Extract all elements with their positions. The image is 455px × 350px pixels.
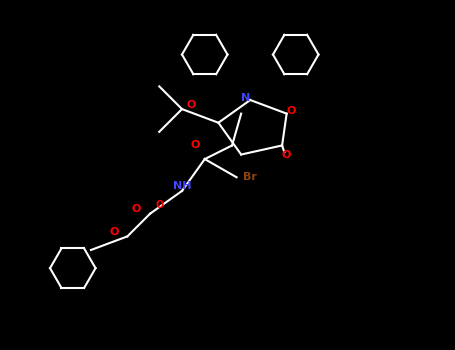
- Text: O: O: [132, 204, 141, 214]
- Text: NH: NH: [173, 181, 191, 191]
- Text: O: O: [287, 106, 296, 116]
- Text: O: O: [191, 140, 200, 150]
- Text: Br: Br: [243, 172, 257, 182]
- Text: O: O: [155, 199, 163, 210]
- Text: O: O: [282, 149, 291, 160]
- Text: O: O: [109, 227, 118, 237]
- Text: N: N: [241, 93, 250, 103]
- Text: O: O: [187, 99, 196, 110]
